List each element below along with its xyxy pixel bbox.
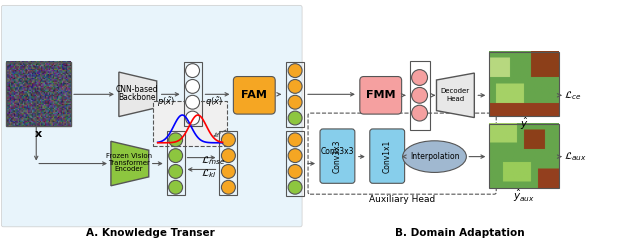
Polygon shape <box>111 141 148 186</box>
Circle shape <box>169 165 182 178</box>
Polygon shape <box>119 72 157 117</box>
Text: $q(\tilde{x})$: $q(\tilde{x})$ <box>205 95 223 109</box>
Circle shape <box>288 64 302 77</box>
Circle shape <box>186 95 200 109</box>
Text: Decoder: Decoder <box>441 88 470 94</box>
Circle shape <box>288 133 302 147</box>
FancyBboxPatch shape <box>234 77 275 114</box>
Text: $\mathcal{L}_{mse}$: $\mathcal{L}_{mse}$ <box>200 154 225 167</box>
Text: $\mathcal{L}_{aux}$: $\mathcal{L}_{aux}$ <box>564 150 587 163</box>
Text: Head: Head <box>446 96 465 102</box>
FancyBboxPatch shape <box>360 77 402 114</box>
Text: $p(\tilde{x})$: $p(\tilde{x})$ <box>157 95 175 109</box>
Circle shape <box>186 79 200 93</box>
Polygon shape <box>436 73 474 118</box>
Text: CNN-based: CNN-based <box>115 85 158 94</box>
Circle shape <box>412 70 428 85</box>
Text: $\mathbf{x}$: $\mathbf{x}$ <box>34 129 44 139</box>
Text: $\hat{y}_{aux}$: $\hat{y}_{aux}$ <box>513 188 535 204</box>
Text: FAM: FAM <box>241 90 268 100</box>
Circle shape <box>412 87 428 103</box>
Text: Backbone: Backbone <box>118 93 156 102</box>
Circle shape <box>288 149 302 163</box>
Text: Conv3x3: Conv3x3 <box>321 147 354 156</box>
Circle shape <box>288 79 302 93</box>
Text: B. Domain Adaptation: B. Domain Adaptation <box>395 228 524 238</box>
Circle shape <box>288 95 302 109</box>
Circle shape <box>288 180 302 194</box>
Text: Conv1x1: Conv1x1 <box>383 139 392 173</box>
FancyBboxPatch shape <box>320 129 355 183</box>
FancyBboxPatch shape <box>370 129 404 183</box>
Text: A. Knowledge Transer: A. Knowledge Transer <box>86 228 215 238</box>
Circle shape <box>221 149 236 163</box>
Circle shape <box>412 105 428 121</box>
Text: $\mathcal{L}_{kl}$: $\mathcal{L}_{kl}$ <box>200 167 216 180</box>
Circle shape <box>288 111 302 125</box>
Circle shape <box>169 133 182 147</box>
Circle shape <box>186 111 200 125</box>
Circle shape <box>221 133 236 147</box>
Text: Transformer: Transformer <box>108 160 150 166</box>
Circle shape <box>221 165 236 178</box>
Text: Frozen Vision: Frozen Vision <box>106 153 152 159</box>
FancyBboxPatch shape <box>1 5 302 227</box>
Ellipse shape <box>403 141 467 172</box>
Circle shape <box>169 180 182 194</box>
Text: Auxiliary Head: Auxiliary Head <box>369 195 435 204</box>
Text: Encoder: Encoder <box>115 167 143 172</box>
FancyBboxPatch shape <box>153 101 227 146</box>
Text: FMM: FMM <box>366 90 396 100</box>
Circle shape <box>169 149 182 163</box>
Text: $\mathcal{L}_{ce}$: $\mathcal{L}_{ce}$ <box>564 89 581 102</box>
Text: Conv3x3: Conv3x3 <box>333 139 342 173</box>
Circle shape <box>186 64 200 77</box>
Text: Interpolation: Interpolation <box>410 152 460 161</box>
Text: $\hat{y}$: $\hat{y}$ <box>520 116 529 132</box>
Circle shape <box>221 180 236 194</box>
Circle shape <box>288 165 302 178</box>
